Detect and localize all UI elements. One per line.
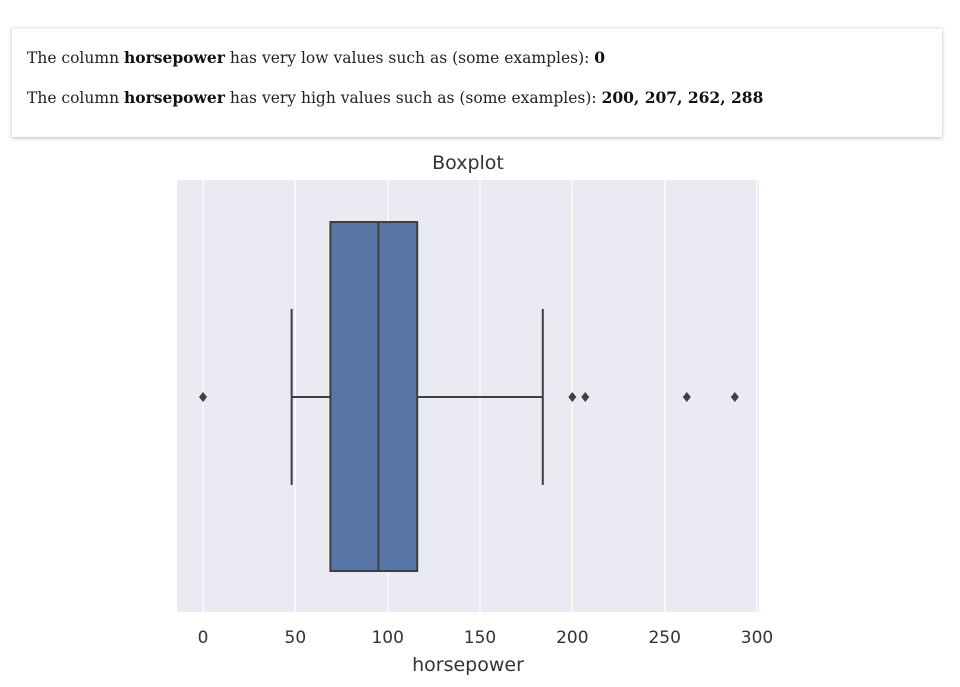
low-middle-text: has very low values such as (some exampl… — [224, 49, 595, 67]
x-axis-label: horsepower — [412, 654, 524, 676]
low-values: 0 — [594, 48, 606, 67]
x-tick-label-0: 0 — [198, 628, 209, 648]
outlier-info-card: The column horsepower has very low value… — [12, 28, 942, 137]
boxplot-chart: Boxplot 0 50 100 150 200 250 300 horsepower — [177, 152, 774, 676]
outlier-288 — [730, 392, 739, 402]
outlier-262 — [682, 392, 691, 402]
chart-title: Boxplot — [432, 152, 504, 174]
outlier-200 — [568, 392, 577, 402]
high-values-line: The column horsepower has very high valu… — [27, 88, 763, 107]
high-column-name: horsepower — [123, 88, 225, 107]
x-tick-label-100: 100 — [371, 628, 403, 648]
x-tick-label-250: 250 — [648, 628, 680, 648]
low-values-line: The column horsepower has very low value… — [27, 48, 605, 67]
x-tick-label-300: 300 — [741, 628, 773, 648]
low-column-name: horsepower — [123, 48, 225, 67]
high-values: 200, 207, 262, 288 — [601, 88, 764, 107]
high-prefix: The column — [27, 89, 124, 107]
iqr-box — [329, 221, 419, 572]
high-middle-text: has very high values such as (some examp… — [224, 89, 602, 107]
x-tick-label-200: 200 — [556, 628, 588, 648]
low-prefix: The column — [27, 49, 124, 67]
outliers — [199, 392, 739, 402]
x-tick-label-50: 50 — [285, 628, 307, 648]
outlier-0 — [199, 392, 207, 402]
x-tick-label-150: 150 — [464, 628, 496, 648]
box-group — [290, 221, 544, 572]
outlier-207 — [581, 392, 590, 402]
x-tick-labels: 0 50 100 150 200 250 300 — [198, 628, 774, 648]
